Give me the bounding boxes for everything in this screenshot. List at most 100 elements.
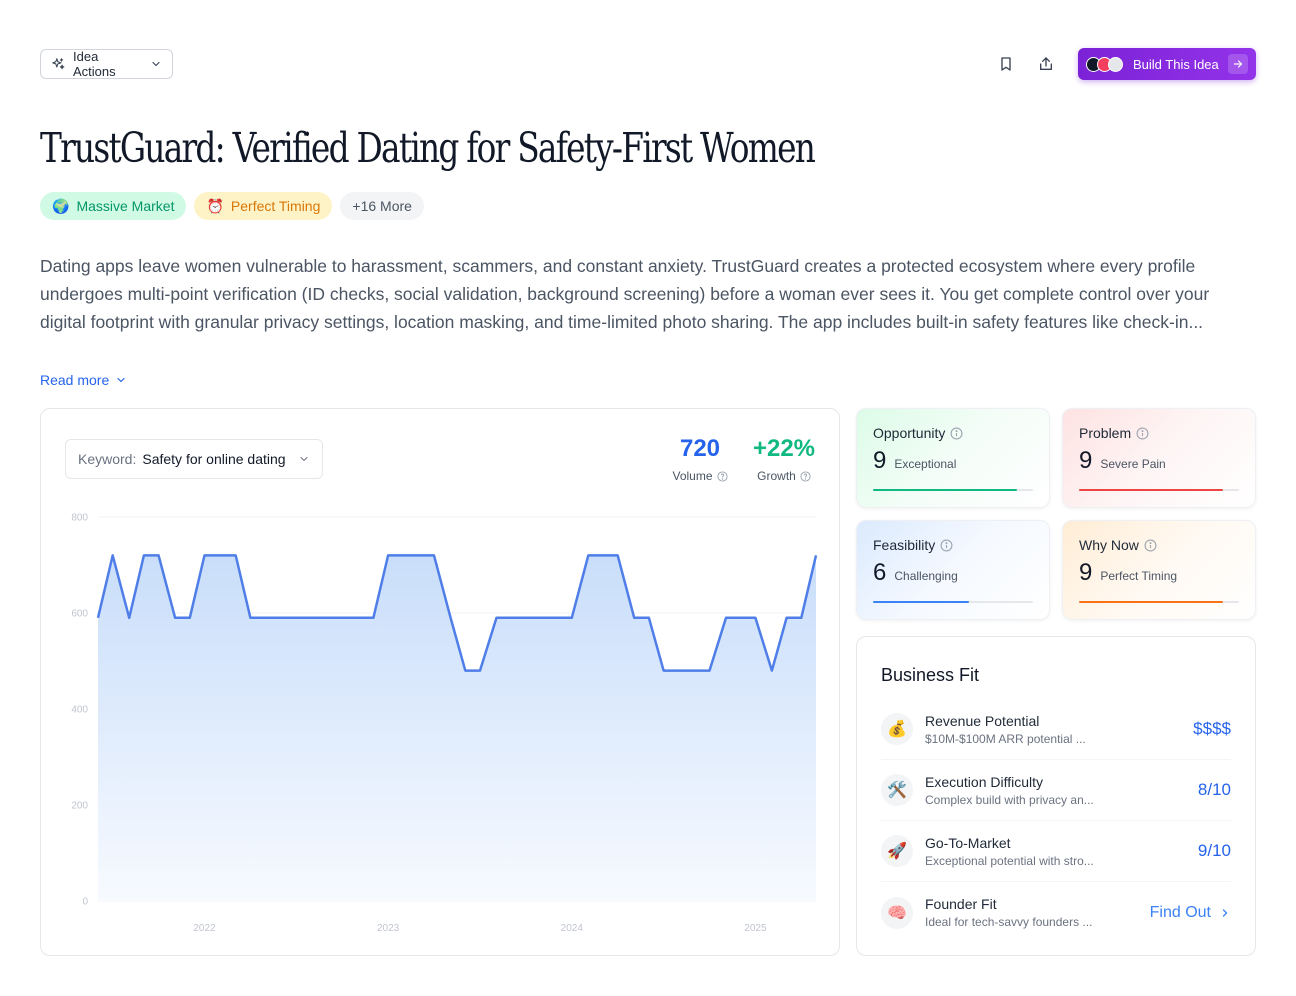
biz-item-desc: Exceptional potential with stro...: [925, 853, 1094, 868]
feasibility-sub: Challenging: [894, 569, 958, 583]
biz-item-name: Go-To-Market: [925, 834, 1011, 851]
problem-card[interactable]: Problem 9 Severe Pain: [1062, 408, 1256, 508]
trend-line: [96, 554, 818, 672]
tag-list: 🌍 Massive Market ⏰ Perfect Timing +16 Mo…: [40, 192, 424, 220]
founder-fit-row[interactable]: 🧠 Founder Fit Ideal for tech-savvy found…: [881, 882, 1231, 943]
find-out-link[interactable]: Find Out: [1150, 904, 1231, 922]
growth-value: +22%: [752, 435, 816, 462]
business-fit-card: Business Fit 💰 Revenue Potential $10M-$1…: [856, 636, 1256, 956]
revenue-potential-row[interactable]: 💰 Revenue Potential $10M-$100M ARR poten…: [881, 699, 1231, 760]
chevron-right-icon: [1222, 908, 1228, 917]
biz-item-desc: Ideal for tech-savvy founders ...: [925, 915, 1093, 929]
opportunity-score: 9: [873, 447, 887, 474]
feasibility-bar-fill: [873, 601, 969, 603]
money-bag-icon: 💰: [881, 713, 913, 745]
trend-area: [98, 555, 816, 901]
keyword-label: Keyword:: [78, 451, 137, 467]
tag-label: +16 More: [352, 198, 412, 214]
volume-stat: 720 Volume: [669, 435, 731, 483]
find-out-label: Find Out: [1149, 903, 1211, 921]
why-now-bar: [1079, 601, 1239, 603]
go-to-market-row[interactable]: 🚀 Go-To-Market Exceptional potential wit…: [881, 821, 1231, 882]
globe-icon: 🌍: [52, 197, 70, 214]
problem-title: Problem: [1079, 425, 1132, 441]
feasibility-score: 6: [873, 559, 887, 586]
x-tick-label: 2025: [744, 923, 767, 934]
info-icon[interactable]: [1136, 427, 1149, 440]
sparkles-icon: [52, 58, 65, 70]
why-now-card[interactable]: Why Now 9 Perfect Timing: [1062, 520, 1256, 620]
bookmark-icon: [1001, 57, 1011, 71]
problem-sub: Severe Pain: [1100, 457, 1166, 471]
build-this-idea-button[interactable]: Build This Idea: [1078, 48, 1256, 80]
x-tick-label: 2023: [377, 923, 400, 934]
biz-item-value: 8/10: [1197, 780, 1231, 799]
y-tick-label: 800: [71, 513, 88, 524]
growth-label: Growth: [757, 469, 796, 483]
biz-item-name: Execution Difficulty: [925, 773, 1044, 790]
why-now-sub: Perfect Timing: [1100, 569, 1178, 583]
biz-item-value: $$$$: [1193, 719, 1231, 738]
avatar-icon: [1108, 56, 1123, 72]
brain-icon: 🧠: [881, 896, 913, 929]
bookmark-button[interactable]: [990, 48, 1022, 80]
feasibility-card[interactable]: Feasibility 6 Challenging: [856, 520, 1050, 620]
top-toolbar: Idea Actions Build This Idea: [40, 48, 1256, 80]
why-now-title: Why Now: [1079, 537, 1139, 553]
opportunity-bar-fill: [873, 489, 1017, 491]
tag-label: Perfect Timing: [230, 198, 321, 214]
tag-massive-market[interactable]: 🌍 Massive Market: [40, 192, 187, 220]
chevron-down-icon: [300, 457, 308, 461]
chevron-down-icon: [152, 61, 160, 67]
growth-stat: +22% Growth: [751, 435, 817, 483]
read-more-label: Read more: [40, 372, 110, 388]
business-fit-title: Business Fit: [881, 665, 980, 685]
top-right-actions: Build This Idea: [990, 48, 1256, 80]
tools-icon: 🛠️: [881, 774, 913, 806]
why-now-score: 9: [1079, 559, 1093, 586]
page-title: TrustGuard: Verified Dating for Safety-F…: [40, 124, 816, 172]
idea-actions-button[interactable]: Idea Actions: [40, 49, 173, 79]
volume-label-row: Volume: [669, 469, 731, 483]
help-icon[interactable]: [716, 470, 728, 482]
problem-bar-fill: [1079, 489, 1223, 491]
opportunity-bar: [873, 489, 1033, 491]
volume-value: 720: [679, 435, 721, 462]
info-icon[interactable]: [1144, 539, 1157, 552]
trend-chart: 800 600 400 200 0 2022 2023 2024 2025: [71, 513, 818, 934]
info-icon[interactable]: [940, 539, 953, 552]
alarm-clock-icon: ⏰: [206, 197, 224, 214]
biz-item-desc: Complex build with privacy an...: [925, 792, 1094, 807]
tag-perfect-timing[interactable]: ⏰ Perfect Timing: [194, 192, 333, 220]
x-tick-label: 2024: [561, 923, 584, 934]
growth-label-row: Growth: [751, 469, 817, 483]
y-tick-label: 200: [71, 801, 88, 812]
info-icon[interactable]: [950, 427, 963, 440]
read-more-link[interactable]: Read more: [40, 372, 127, 388]
feasibility-bar: [873, 601, 1033, 603]
y-tick-label: 0: [82, 897, 88, 908]
execution-difficulty-row[interactable]: 🛠️ Execution Difficulty Complex build wi…: [881, 760, 1231, 821]
arrow-right-icon: [1228, 54, 1248, 74]
keyword-value: Safety for online dating: [142, 451, 286, 467]
volume-label: Volume: [672, 469, 713, 483]
opportunity-sub: Exceptional: [894, 457, 957, 471]
business-fit-list: 💰 Revenue Potential $10M-$100M ARR poten…: [881, 699, 1231, 943]
x-tick-label: 2022: [193, 923, 216, 934]
help-icon[interactable]: [800, 470, 811, 482]
biz-item-name: Founder Fit: [925, 896, 997, 912]
keyword-trend-card: Keyword: Safety for online dating 720 Vo…: [40, 408, 840, 956]
problem-bar: [1079, 489, 1239, 491]
tag-more[interactable]: +16 More: [340, 192, 424, 220]
biz-item-desc: $10M-$100M ARR potential ...: [925, 731, 1086, 746]
idea-actions-label: Idea Actions: [73, 49, 116, 79]
biz-item-name: Revenue Potential: [925, 712, 1040, 729]
biz-item-value: 9/10: [1197, 841, 1231, 860]
problem-score: 9: [1079, 447, 1093, 474]
share-icon: [1040, 57, 1052, 70]
tag-label: Massive Market: [76, 198, 175, 214]
opportunity-card[interactable]: Opportunity 9 Exceptional: [856, 408, 1050, 508]
keyword-select[interactable]: Keyword: Safety for online dating: [65, 439, 323, 479]
share-button[interactable]: [1030, 48, 1062, 80]
rocket-icon: 🚀: [881, 835, 913, 867]
